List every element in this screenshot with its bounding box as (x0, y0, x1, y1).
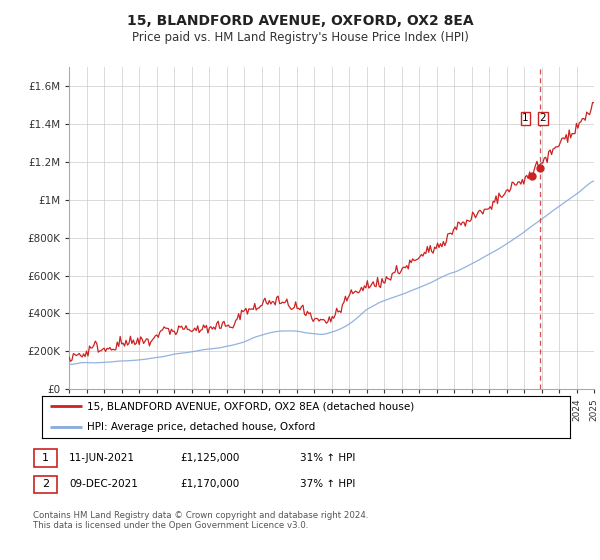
Text: 15, BLANDFORD AVENUE, OXFORD, OX2 8EA: 15, BLANDFORD AVENUE, OXFORD, OX2 8EA (127, 14, 473, 28)
Text: Price paid vs. HM Land Registry's House Price Index (HPI): Price paid vs. HM Land Registry's House … (131, 31, 469, 44)
Text: 2: 2 (539, 113, 546, 123)
Text: Contains HM Land Registry data © Crown copyright and database right 2024.
This d: Contains HM Land Registry data © Crown c… (33, 511, 368, 530)
Text: 2: 2 (42, 479, 49, 489)
Text: 31% ↑ HPI: 31% ↑ HPI (300, 453, 355, 463)
Text: 1: 1 (522, 113, 529, 123)
Text: 11-JUN-2021: 11-JUN-2021 (69, 453, 135, 463)
Text: 1: 1 (42, 453, 49, 463)
Text: £1,125,000: £1,125,000 (180, 453, 239, 463)
Text: 09-DEC-2021: 09-DEC-2021 (69, 479, 138, 489)
Text: £1,170,000: £1,170,000 (180, 479, 239, 489)
Text: 15, BLANDFORD AVENUE, OXFORD, OX2 8EA (detached house): 15, BLANDFORD AVENUE, OXFORD, OX2 8EA (d… (87, 402, 414, 412)
FancyBboxPatch shape (34, 475, 57, 493)
FancyBboxPatch shape (34, 449, 57, 467)
Text: HPI: Average price, detached house, Oxford: HPI: Average price, detached house, Oxfo… (87, 422, 315, 432)
Text: 37% ↑ HPI: 37% ↑ HPI (300, 479, 355, 489)
